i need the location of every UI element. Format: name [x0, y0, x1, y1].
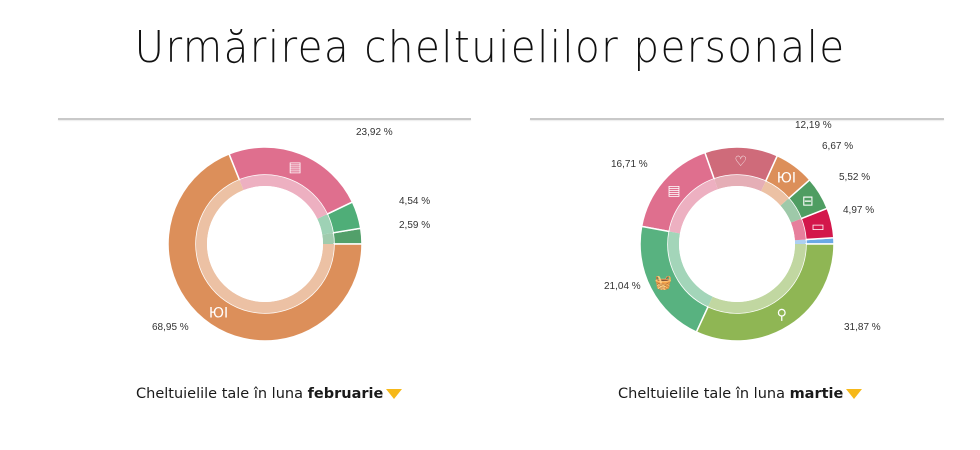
- percent-label: 4,54 %: [399, 196, 430, 207]
- percent-label: 2,59 %: [399, 220, 430, 231]
- donut-inner-band-groceries: [667, 231, 713, 307]
- donut-inner-band-health: [714, 175, 766, 192]
- month-selector-march[interactable]: martie: [789, 386, 844, 402]
- heart-icon: ♡: [734, 154, 747, 170]
- donut-inner-band-bills: [239, 175, 328, 219]
- wallet-icon: ▭: [811, 219, 824, 235]
- donut-inner-band-dining: [761, 181, 789, 206]
- donut-inner-band-other-blue: [794, 239, 806, 244]
- page-title: Urmărirea cheltuielilor personale: [134, 22, 846, 73]
- donut-inner-band-transport: [780, 198, 802, 223]
- caption-february: Cheltuielile tale în luna februarie: [136, 386, 403, 402]
- shopping-icon: ⚲: [777, 307, 787, 323]
- caption-prefix: Cheltuielile tale în luna: [618, 386, 785, 402]
- month-selector-february[interactable]: februarie: [307, 386, 384, 402]
- dining-icon: ЮI: [209, 306, 228, 322]
- percent-label: 68,95 %: [152, 322, 189, 333]
- caption-prefix: Cheltuielile tale în luna: [136, 386, 303, 402]
- donut-inner-band-other-green: [322, 232, 335, 244]
- receipt-icon: ▤: [289, 160, 302, 176]
- percent-label: 12,19 %: [795, 120, 832, 131]
- caret-down-icon[interactable]: [386, 389, 403, 399]
- donut-hole: [679, 186, 795, 302]
- donut-hole: [207, 186, 323, 302]
- donut-chart-march: ▭ 4,97 % ⊟ 5,52 % ЮI 6,67 % ♡ 12,19 % ▤ 16,71 % 🧺 2…: [604, 120, 881, 342]
- donut-inner-band-shopping: [708, 244, 806, 313]
- donut-inner-band-groceries: [317, 214, 334, 235]
- caption-march: Cheltuielile tale în luna martie: [618, 386, 863, 402]
- percent-label: 23,92 %: [356, 127, 393, 138]
- divider-left: [58, 118, 471, 120]
- percent-label: 21,04 %: [604, 281, 641, 292]
- percent-label: 31,87 %: [844, 322, 881, 333]
- percent-label: 5,52 %: [839, 172, 870, 183]
- bus-icon: ⊟: [802, 194, 814, 210]
- receipt-icon: ▤: [667, 183, 680, 199]
- percent-label: 6,67 %: [822, 141, 853, 152]
- percent-label: 4,97 %: [843, 205, 874, 216]
- caret-down-icon[interactable]: [846, 389, 863, 399]
- donut-chart-february: 2,59 % 4,54 % ▤ 23,92 % ЮI 68,95 %: [152, 127, 430, 342]
- donut-inner-band-electronics: [790, 218, 806, 241]
- dining-icon: ЮI: [777, 170, 796, 186]
- basket-icon: 🧺: [655, 275, 672, 291]
- donut-inner-band-bills: [669, 178, 718, 234]
- divider-right: [530, 118, 944, 120]
- percent-label: 16,71 %: [611, 159, 648, 170]
